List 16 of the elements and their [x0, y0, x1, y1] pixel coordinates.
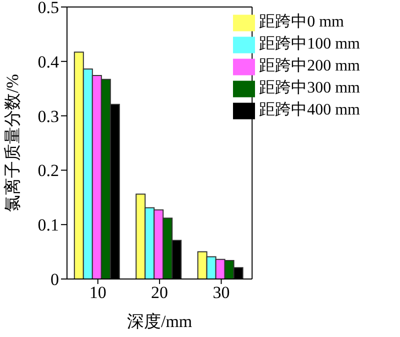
- y-tick-label: 0.3: [38, 106, 59, 126]
- y-tick-label: 0.5: [38, 0, 59, 18]
- x-tick-label: 30: [212, 283, 230, 302]
- legend-label: 距跨中200 mm: [259, 58, 360, 75]
- x-tick-label: 10: [89, 283, 106, 302]
- y-tick-label: 0.2: [38, 161, 59, 180]
- x-axis-title: 深度/mm: [126, 312, 192, 331]
- legend-label: 距跨中400 mm: [259, 102, 360, 119]
- y-tick-label: 0: [50, 270, 59, 290]
- y-tick-label: 0.4: [38, 52, 60, 72]
- y-axis-title: 氯离子质量分数/%: [3, 74, 22, 212]
- legend-label: 距跨中0 mm: [259, 14, 344, 31]
- legend-label: 距跨中100 mm: [259, 36, 360, 53]
- legend-label: 距跨中300 mm: [259, 80, 360, 97]
- y-tick-label: 0.1: [38, 216, 59, 235]
- x-tick-label: 20: [151, 283, 168, 302]
